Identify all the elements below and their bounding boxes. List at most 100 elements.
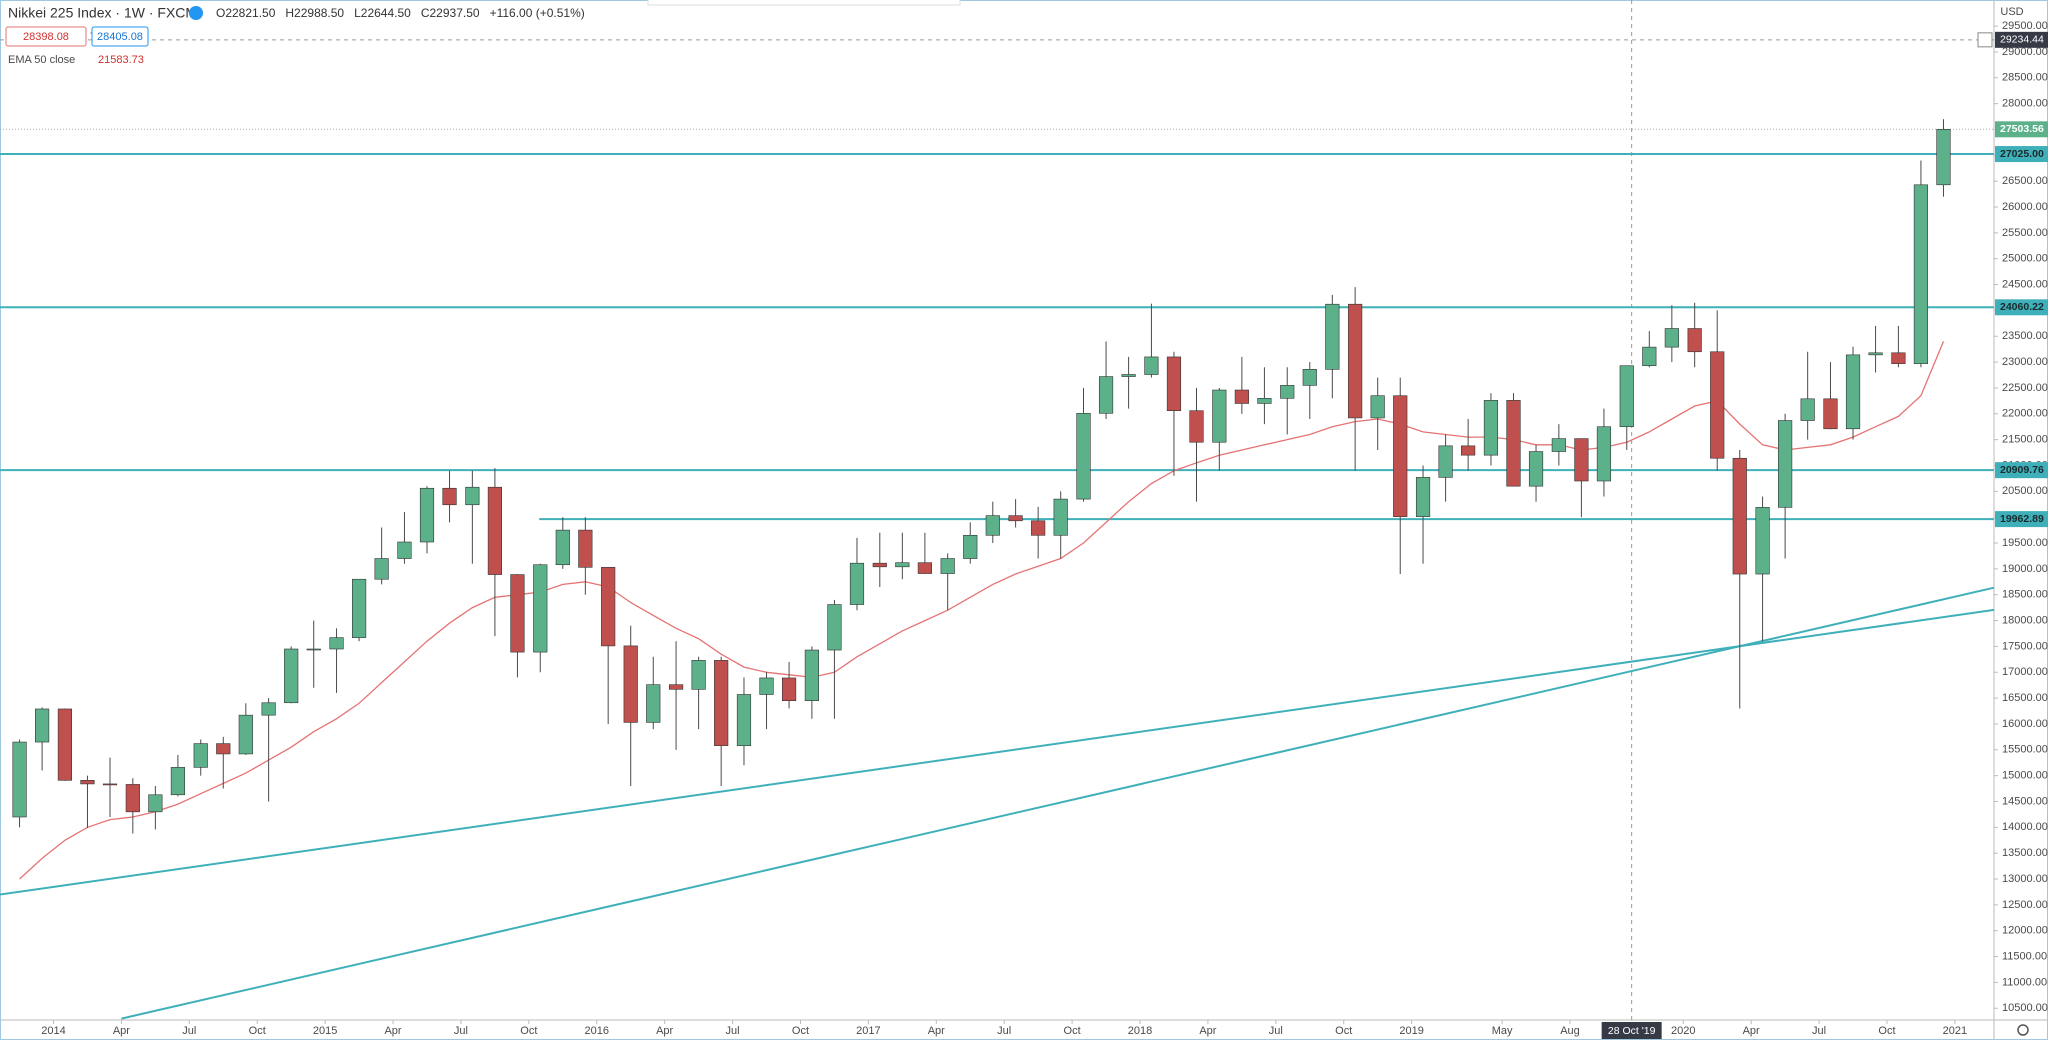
x-tick-label: Jul — [726, 1025, 740, 1037]
x-tick-label: Apr — [1743, 1025, 1760, 1037]
visibility-icon[interactable] — [189, 6, 203, 20]
toolbar[interactable] — [647, 0, 961, 6]
y-tick-label: 11000.00 — [2002, 976, 2047, 988]
x-tick-label: 2018 — [1128, 1025, 1152, 1037]
candle-body — [510, 574, 525, 653]
x-tick-label: Apr — [928, 1025, 945, 1037]
y-tick-label: 17500.00 — [2002, 640, 2048, 652]
candle-body — [1325, 303, 1340, 370]
candle-body — [1551, 438, 1566, 452]
candle-body — [1098, 376, 1114, 414]
candle-body — [80, 780, 95, 785]
ohlc-value: C22937.50 — [421, 6, 480, 20]
candle-body — [781, 677, 797, 701]
ohlc-value: O22821.50 — [216, 6, 276, 20]
y-tick-label: 29500.00 — [2002, 20, 2048, 32]
x-tick-label: Aug — [1560, 1025, 1580, 1037]
x-tick-label: Oct — [1064, 1025, 1081, 1037]
y-tick-label: 19500.00 — [2002, 537, 2048, 549]
x-tick-label: Apr — [113, 1025, 130, 1037]
y-tick-label: 11500.00 — [2002, 950, 2047, 962]
ohlc-value: +116.00 (+0.51%) — [490, 6, 585, 20]
ohlc-value: H22988.50 — [285, 6, 344, 20]
level-label: 27025.00 — [2000, 148, 2044, 160]
candle-body — [1913, 184, 1929, 364]
y-tick-label: 23500.00 — [2002, 330, 2048, 342]
indicator-name: EMA 50 close — [8, 54, 75, 66]
x-tick-label: Oct — [520, 1025, 537, 1037]
candle-body — [284, 648, 299, 704]
y-tick-label: 25000.00 — [2002, 253, 2048, 265]
level-box — [1995, 146, 2048, 163]
trend-line — [0, 608, 1995, 896]
candle-body — [1348, 303, 1363, 419]
level-box — [1995, 299, 2048, 316]
x-tick-label: 2017 — [856, 1025, 880, 1037]
candle-body — [1415, 477, 1431, 517]
candle-body — [1664, 328, 1679, 348]
candle-body — [1845, 354, 1861, 430]
x-tick-label: Jul — [1812, 1025, 1826, 1037]
candle-body — [985, 515, 1000, 536]
candle-body — [804, 649, 819, 701]
candle-body — [1302, 369, 1317, 386]
y-tick-label: 16000.00 — [2002, 718, 2048, 730]
level-box — [1995, 511, 2048, 528]
candle-body — [351, 578, 367, 638]
indicator-value: 21583.73 — [98, 54, 144, 66]
crosshair-add-button[interactable] — [1977, 32, 1993, 48]
level-label: 19962.89 — [2000, 513, 2044, 525]
ohlc-value: L22644.50 — [354, 6, 411, 20]
candle-body — [1212, 389, 1227, 443]
candle-body — [374, 558, 389, 580]
candle-body — [193, 743, 208, 768]
candle-body — [1438, 445, 1453, 478]
y-tick-label: 26500.00 — [2002, 175, 2048, 187]
y-tick-label: 15500.00 — [2002, 744, 2048, 756]
candle-body — [1370, 395, 1385, 419]
candle-body — [1687, 328, 1702, 353]
ask: 28405.08 — [97, 31, 143, 43]
level-box — [1995, 462, 2048, 479]
bid: 28398.08 — [23, 31, 69, 43]
y-tick-label: 13500.00 — [2002, 847, 2048, 859]
candle-body — [714, 660, 729, 746]
candle-body — [1461, 445, 1476, 456]
candle-body — [533, 564, 548, 653]
y-tick-label: 14000.00 — [2002, 821, 2048, 833]
ask-box[interactable] — [91, 26, 149, 47]
candle-body — [917, 562, 932, 574]
candle-body — [827, 604, 842, 651]
candle-body — [1732, 457, 1747, 575]
candle-body — [691, 660, 706, 690]
bid-box[interactable] — [5, 26, 87, 47]
settings-icon[interactable] — [2017, 1024, 2029, 1036]
candle-body — [170, 767, 186, 796]
candle-body — [1144, 356, 1159, 375]
x-tick-label: 2019 — [1399, 1025, 1423, 1037]
x-tick-label: Apr — [384, 1025, 401, 1037]
last-price-box — [1995, 121, 2048, 138]
candle-body — [125, 784, 140, 813]
candle-body — [1506, 400, 1521, 487]
candle-body — [1483, 400, 1499, 456]
x-tick-label: 2015 — [313, 1025, 337, 1037]
y-tick-label: 20500.00 — [2002, 485, 2048, 497]
candle-body — [1800, 398, 1815, 421]
level-label: 24060.22 — [2000, 301, 2044, 313]
y-tick-label: 13000.00 — [2002, 873, 2048, 885]
candle-body — [1710, 351, 1725, 459]
symbol-title: Nikkei 225 Index · 1W · FXCM — [8, 5, 197, 21]
candle-body — [238, 714, 253, 755]
candle-body — [1936, 129, 1951, 186]
crosshair-x-label: 28 Oct '19 — [1608, 1025, 1656, 1037]
candle-body — [1189, 410, 1204, 443]
x-tick-label: Apr — [1199, 1025, 1216, 1037]
x-tick-label: May — [1492, 1025, 1513, 1037]
candle-body — [1031, 520, 1046, 536]
candle-body — [759, 677, 774, 695]
level-label: 20909.76 — [2000, 464, 2044, 476]
crosshair-y-label: 29234.44 — [2000, 34, 2044, 46]
overlay: Nikkei 225 Index · 1W · FXCM USD 28398.0… — [5, 5, 2048, 1039]
